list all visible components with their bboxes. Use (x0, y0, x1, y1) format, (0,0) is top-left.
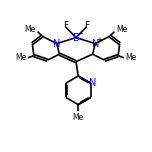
Text: N: N (89, 78, 96, 88)
Text: Me: Me (15, 53, 26, 62)
Text: Me: Me (116, 25, 127, 34)
Text: Me: Me (73, 113, 84, 122)
Text: Me: Me (126, 53, 137, 62)
Text: Me: Me (25, 25, 36, 34)
Text: B: B (73, 33, 79, 43)
Text: N: N (92, 39, 99, 49)
Text: N: N (53, 39, 60, 49)
Text: F: F (84, 21, 89, 30)
Text: −: − (77, 31, 83, 37)
Text: +: + (97, 37, 102, 43)
Text: F: F (63, 21, 68, 30)
